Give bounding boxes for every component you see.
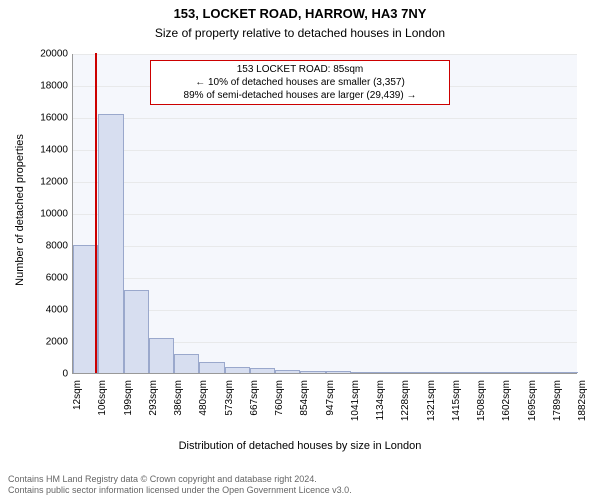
y-tick-label: 6000: [18, 273, 68, 284]
histogram-bar: [124, 290, 149, 373]
y-tick-label: 18000: [18, 81, 68, 92]
histogram-bar: [477, 372, 502, 373]
histogram-bar: [401, 372, 426, 373]
gridline: [73, 54, 577, 55]
histogram-bar: [553, 372, 578, 373]
x-tick-label: 1882sqm: [577, 380, 588, 430]
x-tick-label: 947sqm: [325, 380, 336, 430]
gridline: [73, 246, 577, 247]
histogram-bar: [149, 338, 174, 373]
footer-line-1: Contains HM Land Registry data © Crown c…: [8, 474, 352, 485]
chart-subtitle: Size of property relative to detached ho…: [0, 26, 600, 40]
y-tick-label: 16000: [18, 113, 68, 124]
x-tick-label: 293sqm: [148, 380, 159, 430]
x-tick-label: 760sqm: [274, 380, 285, 430]
histogram-bar: [427, 372, 452, 373]
x-tick-label: 12sqm: [72, 380, 83, 430]
x-tick-label: 854sqm: [299, 380, 310, 430]
gridline: [73, 118, 577, 119]
x-tick-label: 199sqm: [123, 380, 134, 430]
histogram-bar: [502, 372, 527, 373]
annotation-line-2: ← 10% of detached houses are smaller (3,…: [157, 76, 443, 89]
histogram-bar: [376, 372, 401, 373]
footer: Contains HM Land Registry data © Crown c…: [8, 474, 352, 496]
x-tick-label: 1134sqm: [375, 380, 386, 430]
x-tick-label: 573sqm: [224, 380, 235, 430]
histogram-bar: [351, 372, 376, 373]
chart-title: 153, LOCKET ROAD, HARROW, HA3 7NY: [0, 6, 600, 21]
x-tick-label: 106sqm: [97, 380, 108, 430]
x-tick-label: 1508sqm: [476, 380, 487, 430]
x-axis-label: Distribution of detached houses by size …: [0, 440, 600, 452]
y-tick-label: 2000: [18, 337, 68, 348]
y-tick-label: 14000: [18, 145, 68, 156]
x-tick-label: 480sqm: [198, 380, 209, 430]
x-tick-label: 667sqm: [249, 380, 260, 430]
gridline: [73, 182, 577, 183]
x-tick-label: 1789sqm: [552, 380, 563, 430]
histogram-bar: [452, 372, 477, 373]
x-tick-label: 386sqm: [173, 380, 184, 430]
x-tick-label: 1321sqm: [426, 380, 437, 430]
x-tick-label: 1415sqm: [451, 380, 462, 430]
histogram-bar: [174, 354, 199, 373]
y-tick-label: 20000: [18, 49, 68, 60]
histogram-bar: [250, 368, 275, 373]
histogram-bar: [199, 362, 224, 373]
x-tick-label: 1228sqm: [400, 380, 411, 430]
gridline: [73, 278, 577, 279]
gridline: [73, 214, 577, 215]
x-tick-label: 1602sqm: [501, 380, 512, 430]
annotation-line-3: 89% of semi-detached houses are larger (…: [157, 89, 443, 102]
histogram-bar: [300, 371, 325, 373]
y-tick-label: 4000: [18, 305, 68, 316]
footer-line-2: Contains public sector information licen…: [8, 485, 352, 496]
reference-line: [95, 53, 97, 373]
y-tick-label: 8000: [18, 241, 68, 252]
y-tick-label: 12000: [18, 177, 68, 188]
annotation-line-1: 153 LOCKET ROAD: 85sqm: [157, 63, 443, 76]
y-tick-label: 10000: [18, 209, 68, 220]
histogram-bar: [98, 114, 123, 373]
x-tick-label: 1041sqm: [350, 380, 361, 430]
y-tick-label: 0: [18, 369, 68, 380]
histogram-bar: [326, 371, 351, 373]
annotation-box: 153 LOCKET ROAD: 85sqm ← 10% of detached…: [150, 60, 450, 105]
x-tick-label: 1695sqm: [527, 380, 538, 430]
histogram-bar: [225, 367, 250, 373]
gridline: [73, 150, 577, 151]
histogram-bar: [528, 372, 553, 373]
histogram-bar: [275, 370, 300, 373]
